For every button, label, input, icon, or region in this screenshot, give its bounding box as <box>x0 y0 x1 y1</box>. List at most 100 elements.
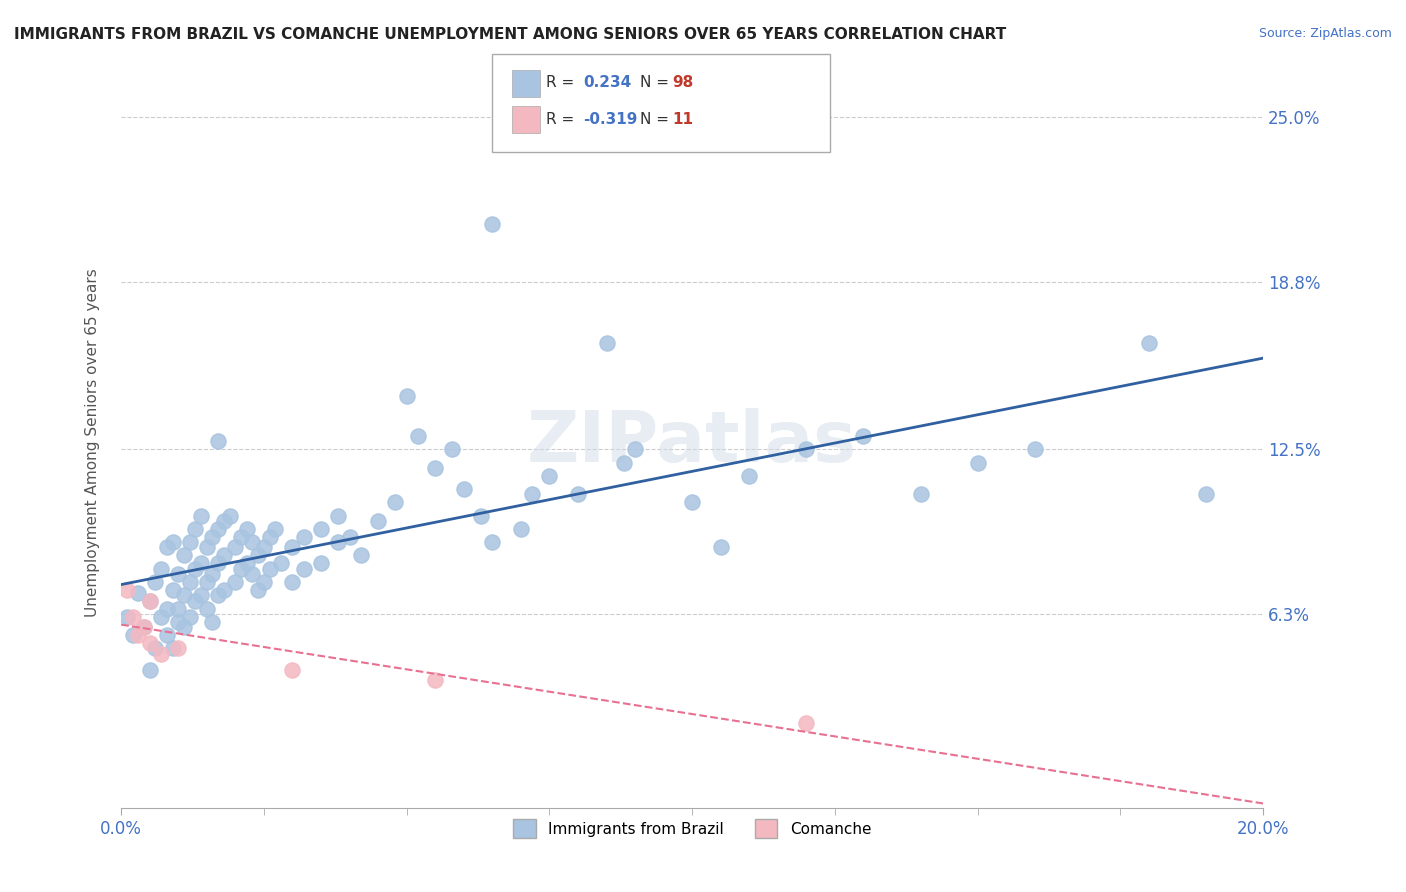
Point <box>121 628 143 642</box>
Point <box>179 574 201 589</box>
Point <box>184 593 207 607</box>
Point <box>292 562 315 576</box>
Text: R =: R = <box>546 75 579 89</box>
Text: 98: 98 <box>672 75 693 89</box>
Point <box>481 535 503 549</box>
Point <box>339 530 361 544</box>
Point <box>179 535 201 549</box>
Point <box>796 442 818 457</box>
Point <box>259 562 281 576</box>
Point <box>207 434 229 449</box>
Point <box>281 663 304 677</box>
Point <box>481 217 503 231</box>
Point <box>212 549 235 563</box>
Text: IMMIGRANTS FROM BRAZIL VS COMANCHE UNEMPLOYMENT AMONG SENIORS OVER 65 YEARS CORR: IMMIGRANTS FROM BRAZIL VS COMANCHE UNEMP… <box>14 27 1007 42</box>
Point <box>624 442 647 457</box>
Point <box>796 715 818 730</box>
Point <box>201 567 224 582</box>
Point <box>253 574 276 589</box>
Point <box>326 508 349 523</box>
Point <box>710 541 733 555</box>
Point <box>326 535 349 549</box>
Point <box>195 574 218 589</box>
Point <box>150 562 173 576</box>
Point <box>138 636 160 650</box>
Point <box>242 567 264 582</box>
Point <box>173 620 195 634</box>
Point <box>190 508 212 523</box>
Point <box>247 549 270 563</box>
Point <box>453 482 475 496</box>
Point <box>681 495 703 509</box>
Point <box>145 574 167 589</box>
Point <box>162 582 184 597</box>
Point <box>1195 487 1218 501</box>
Point <box>567 487 589 501</box>
Point <box>138 663 160 677</box>
Point <box>150 609 173 624</box>
Point <box>156 628 179 642</box>
Point <box>207 522 229 536</box>
Point <box>156 601 179 615</box>
Point <box>195 601 218 615</box>
Point <box>156 541 179 555</box>
Point <box>441 442 464 457</box>
Point <box>966 456 988 470</box>
Legend: Immigrants from Brazil, Comanche: Immigrants from Brazil, Comanche <box>508 814 877 844</box>
Point <box>522 487 544 501</box>
Point <box>236 522 259 536</box>
Point <box>179 609 201 624</box>
Point <box>242 535 264 549</box>
Point <box>121 609 143 624</box>
Point <box>218 508 240 523</box>
Point <box>167 567 190 582</box>
Point <box>229 562 252 576</box>
Point <box>173 588 195 602</box>
Point <box>425 673 447 688</box>
Text: -0.319: -0.319 <box>583 112 638 127</box>
Point <box>281 574 304 589</box>
Point <box>384 495 406 509</box>
Text: Source: ZipAtlas.com: Source: ZipAtlas.com <box>1258 27 1392 40</box>
Point <box>247 582 270 597</box>
Point <box>138 593 160 607</box>
Point <box>127 585 149 599</box>
Point <box>162 641 184 656</box>
Point <box>138 593 160 607</box>
Point <box>509 522 531 536</box>
Point <box>350 549 373 563</box>
Point <box>195 541 218 555</box>
Point <box>367 514 389 528</box>
Point <box>207 557 229 571</box>
Point <box>184 562 207 576</box>
Point <box>115 609 138 624</box>
Point <box>190 557 212 571</box>
Point <box>115 582 138 597</box>
Point <box>127 628 149 642</box>
Point <box>190 588 212 602</box>
Point <box>167 601 190 615</box>
Point <box>132 620 155 634</box>
Text: N =: N = <box>640 75 673 89</box>
Point <box>201 615 224 629</box>
Point <box>212 582 235 597</box>
Text: 0.234: 0.234 <box>583 75 631 89</box>
Y-axis label: Unemployment Among Seniors over 65 years: Unemployment Among Seniors over 65 years <box>86 268 100 617</box>
Point <box>212 514 235 528</box>
Point <box>236 557 259 571</box>
Point <box>309 557 332 571</box>
Point <box>229 530 252 544</box>
Point <box>162 535 184 549</box>
Point <box>264 522 287 536</box>
Point <box>309 522 332 536</box>
Text: ZIPatlas: ZIPatlas <box>527 409 858 477</box>
Text: N =: N = <box>640 112 673 127</box>
Point <box>1024 442 1046 457</box>
Point <box>292 530 315 544</box>
Point <box>173 549 195 563</box>
Point <box>224 541 246 555</box>
Point <box>595 336 617 351</box>
Text: R =: R = <box>546 112 579 127</box>
Point <box>613 456 636 470</box>
Point <box>738 468 761 483</box>
